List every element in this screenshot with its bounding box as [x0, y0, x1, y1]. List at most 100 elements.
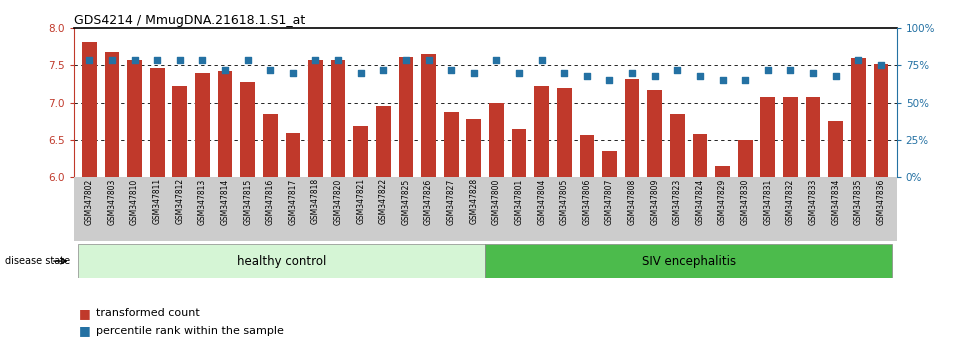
Point — [828, 73, 844, 79]
Text: GSM347827: GSM347827 — [447, 178, 456, 224]
Bar — [715, 166, 730, 177]
Text: GSM347822: GSM347822 — [379, 178, 388, 224]
Point — [330, 57, 346, 62]
Bar — [78, 244, 485, 278]
Bar — [376, 106, 391, 177]
Point — [353, 70, 368, 76]
Point — [104, 57, 120, 62]
Text: healthy control: healthy control — [237, 255, 326, 268]
Point — [172, 57, 187, 62]
Text: GSM347808: GSM347808 — [627, 178, 637, 224]
Point — [783, 67, 799, 73]
Text: GSM347821: GSM347821 — [356, 178, 366, 224]
Point — [308, 57, 323, 62]
Text: ■: ■ — [78, 307, 90, 320]
Point — [149, 57, 165, 62]
Bar — [670, 114, 685, 177]
Bar — [127, 60, 142, 177]
Point — [81, 57, 97, 62]
Point — [466, 70, 481, 76]
Point — [669, 67, 685, 73]
Bar — [466, 119, 481, 177]
Bar — [873, 64, 888, 177]
Text: GSM347807: GSM347807 — [605, 178, 614, 225]
Bar — [512, 129, 526, 177]
Point — [692, 73, 708, 79]
Bar — [421, 54, 436, 177]
Point — [218, 67, 233, 73]
Bar — [489, 103, 504, 177]
Bar — [625, 79, 639, 177]
Bar — [82, 42, 97, 177]
Text: GSM347834: GSM347834 — [831, 178, 840, 225]
Text: GSM347817: GSM347817 — [288, 178, 297, 224]
Text: GSM347828: GSM347828 — [469, 178, 478, 224]
Text: GSM347829: GSM347829 — [718, 178, 727, 224]
Bar — [195, 73, 210, 177]
Text: GSM347809: GSM347809 — [650, 178, 660, 225]
Text: GSM347806: GSM347806 — [582, 178, 591, 225]
Text: disease state: disease state — [5, 256, 70, 266]
Text: GSM347814: GSM347814 — [220, 178, 229, 224]
Text: GSM347835: GSM347835 — [854, 178, 862, 225]
Point — [806, 70, 821, 76]
Point — [557, 70, 572, 76]
Point — [851, 57, 866, 62]
Text: GSM347802: GSM347802 — [85, 178, 94, 224]
Text: GSM347833: GSM347833 — [808, 178, 817, 225]
Bar — [534, 86, 549, 177]
Text: GSM347803: GSM347803 — [108, 178, 117, 225]
Bar — [693, 134, 708, 177]
Point — [240, 57, 256, 62]
Point — [489, 57, 505, 62]
Bar — [354, 126, 368, 177]
Bar — [444, 112, 459, 177]
Point — [760, 67, 775, 73]
Text: GSM347823: GSM347823 — [673, 178, 682, 224]
Bar — [308, 60, 322, 177]
Point — [737, 78, 753, 83]
Text: GSM347825: GSM347825 — [402, 178, 411, 224]
Bar — [806, 97, 820, 177]
Bar — [579, 135, 594, 177]
Text: GSM347830: GSM347830 — [741, 178, 750, 225]
Point — [873, 63, 889, 68]
Bar — [760, 97, 775, 177]
Text: GSM347813: GSM347813 — [198, 178, 207, 224]
Text: GSM347831: GSM347831 — [763, 178, 772, 224]
Bar — [738, 140, 753, 177]
Text: GSM347832: GSM347832 — [786, 178, 795, 224]
Point — [126, 57, 142, 62]
Text: GSM347812: GSM347812 — [175, 178, 184, 224]
Bar — [105, 52, 120, 177]
Point — [647, 73, 662, 79]
Bar — [602, 151, 616, 177]
Point — [714, 78, 730, 83]
Text: SIV encephalitis: SIV encephalitis — [642, 255, 736, 268]
Point — [398, 57, 414, 62]
Bar — [285, 133, 300, 177]
Bar — [557, 88, 571, 177]
Bar — [648, 90, 662, 177]
Bar — [263, 114, 277, 177]
Point — [375, 67, 391, 73]
Bar — [828, 121, 843, 177]
Text: GSM347826: GSM347826 — [424, 178, 433, 224]
Text: GSM347820: GSM347820 — [333, 178, 343, 224]
Text: GSM347816: GSM347816 — [266, 178, 274, 224]
Bar — [172, 86, 187, 177]
Bar — [331, 60, 345, 177]
Bar — [783, 97, 798, 177]
Bar — [240, 82, 255, 177]
Text: GSM347815: GSM347815 — [243, 178, 252, 224]
Point — [285, 70, 301, 76]
Bar — [851, 58, 865, 177]
Text: GSM347818: GSM347818 — [311, 178, 320, 224]
Point — [579, 73, 595, 79]
Text: GSM347801: GSM347801 — [514, 178, 523, 224]
Point — [195, 57, 211, 62]
Bar — [485, 244, 892, 278]
Point — [263, 67, 278, 73]
Point — [420, 57, 436, 62]
Point — [602, 78, 617, 83]
